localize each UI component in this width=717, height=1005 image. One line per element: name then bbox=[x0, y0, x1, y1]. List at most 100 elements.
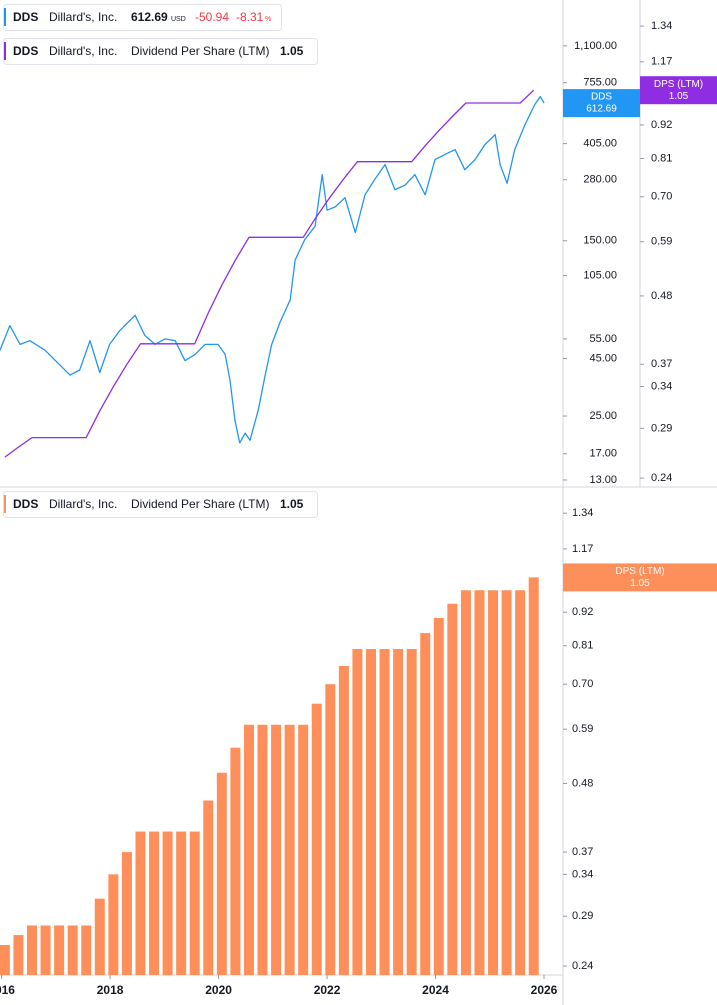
bar bbox=[94, 898, 105, 975]
y-tick-label: 0.29 bbox=[572, 910, 593, 922]
legend-box bbox=[3, 491, 318, 518]
x-tick-label: 2022 bbox=[314, 983, 341, 997]
legend: DDS Dillard's, Inc. 612.69 USD -50.94 -8… bbox=[3, 4, 318, 518]
legend-change-pct: -8.31 bbox=[236, 10, 264, 24]
legend-box bbox=[3, 38, 318, 65]
x-tick-label: 2018 bbox=[97, 983, 124, 997]
y-tick-label: 0.92 bbox=[572, 606, 593, 618]
bar bbox=[338, 666, 349, 975]
legend-name: Dillard's, Inc. bbox=[49, 10, 117, 24]
y-tick-label: 0.37 bbox=[572, 846, 593, 858]
legend-name: Dillard's, Inc. bbox=[49, 44, 117, 58]
bar bbox=[352, 649, 363, 975]
y-tick-label: 45.00 bbox=[589, 352, 617, 364]
bar bbox=[149, 831, 160, 975]
y-tick-label: 0.92 bbox=[651, 119, 672, 131]
series-line bbox=[4, 89, 535, 458]
bar bbox=[162, 831, 173, 975]
bar bbox=[40, 925, 51, 975]
legend-last: 1.05 bbox=[280, 497, 304, 511]
badge-value: 612.69 bbox=[586, 104, 617, 115]
bar bbox=[393, 649, 404, 975]
bar bbox=[243, 724, 254, 975]
x-tick-label: 2024 bbox=[422, 983, 449, 997]
y-tick-label: 0.48 bbox=[651, 290, 672, 302]
badge-name: DPS (LTM) bbox=[615, 566, 664, 577]
bar bbox=[13, 935, 24, 975]
y-tick-label: 0.34 bbox=[572, 868, 593, 880]
bar bbox=[203, 800, 214, 975]
x-tick-label: 2020 bbox=[205, 983, 232, 997]
y-tick-label: 0.70 bbox=[651, 191, 672, 203]
marks bbox=[0, 89, 545, 975]
y-tick-label: 280.00 bbox=[583, 174, 617, 186]
bar bbox=[0, 944, 10, 975]
legend-swatch bbox=[4, 495, 6, 513]
y-tick-label: 0.37 bbox=[651, 358, 672, 370]
y-tick-label: 13.00 bbox=[589, 474, 617, 486]
bar bbox=[216, 772, 227, 975]
series-line bbox=[0, 95, 545, 444]
legend-symbol: DDS bbox=[13, 44, 38, 58]
bar bbox=[121, 852, 132, 975]
bar bbox=[27, 925, 38, 975]
bar bbox=[515, 590, 526, 975]
y-tick-label: 1.17 bbox=[572, 543, 593, 555]
bar bbox=[284, 724, 295, 975]
legend-swatch bbox=[4, 42, 6, 60]
y-tick-label: 0.59 bbox=[572, 723, 593, 735]
legend-symbol: DDS bbox=[13, 497, 38, 511]
legend-swatch bbox=[4, 8, 6, 26]
last-value-badge bbox=[563, 563, 717, 592]
badge-name: DPS (LTM) bbox=[654, 79, 703, 90]
bar bbox=[528, 577, 539, 975]
bar bbox=[460, 590, 471, 975]
y-tick-label: 25.00 bbox=[589, 410, 617, 422]
legend-currency: USD bbox=[171, 16, 186, 23]
y-tick-label: 105.00 bbox=[583, 270, 617, 282]
y-tick-label: 0.81 bbox=[651, 152, 672, 164]
x-tick-label: 2026 bbox=[531, 983, 558, 997]
bar bbox=[325, 684, 336, 975]
legend-metric: Dividend Per Share (LTM) bbox=[131, 497, 270, 511]
bar bbox=[67, 925, 78, 975]
bar bbox=[379, 649, 390, 975]
bar bbox=[81, 925, 92, 975]
legend-last: 1.05 bbox=[280, 44, 304, 58]
y-tick-label: 1.17 bbox=[651, 56, 672, 68]
bar bbox=[230, 747, 241, 975]
legend-pct-sign: % bbox=[265, 16, 271, 23]
y-tick-label: 0.48 bbox=[572, 777, 593, 789]
legend-change: -50.94 bbox=[195, 10, 229, 24]
y-tick-label: 0.24 bbox=[572, 960, 593, 972]
bar bbox=[108, 874, 119, 975]
y-tick-label: 1,100.00 bbox=[574, 40, 617, 52]
bar bbox=[257, 724, 268, 975]
legend-symbol: DDS bbox=[13, 10, 38, 24]
x-tick-label: 2016 bbox=[0, 983, 15, 997]
y-tick-label: 755.00 bbox=[583, 77, 617, 89]
y-tick-label: 0.70 bbox=[572, 678, 593, 690]
y-tick-label: 0.29 bbox=[651, 422, 672, 434]
bar bbox=[420, 633, 431, 975]
bar bbox=[365, 649, 376, 975]
y-tick-label: 0.34 bbox=[651, 380, 672, 392]
y-tick-label: 0.24 bbox=[651, 472, 672, 484]
legend-metric: Dividend Per Share (LTM) bbox=[131, 44, 270, 58]
bar bbox=[176, 831, 187, 975]
y-tick-label: 1.34 bbox=[572, 507, 593, 519]
bar bbox=[54, 925, 65, 975]
bar bbox=[271, 724, 282, 975]
bar bbox=[406, 649, 417, 975]
y-tick-label: 405.00 bbox=[583, 138, 617, 150]
bar bbox=[135, 831, 146, 975]
y-tick-label: 55.00 bbox=[589, 333, 617, 345]
y-tick-label: 1.34 bbox=[651, 20, 672, 32]
y-tick-label: 0.59 bbox=[651, 236, 672, 248]
y-tick-label: 0.81 bbox=[572, 640, 593, 652]
bar bbox=[311, 703, 322, 975]
bar bbox=[474, 590, 485, 975]
badge-value: 1.05 bbox=[630, 578, 650, 589]
bar bbox=[447, 603, 458, 975]
